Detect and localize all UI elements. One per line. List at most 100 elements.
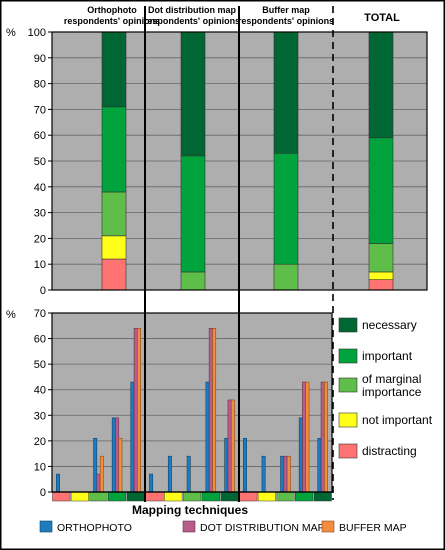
stacked-segment (368, 271, 394, 280)
column-title: Orthophoto (87, 5, 137, 15)
bar (305, 381, 310, 493)
top-y-unit: % (6, 27, 16, 39)
bar (115, 417, 120, 493)
bar (243, 437, 247, 493)
top-tick-label: 0 (40, 285, 46, 297)
legend-swatch (338, 348, 358, 364)
category-strip (126, 491, 145, 502)
top-tick-label: 100 (28, 27, 46, 39)
bottom-y-unit: % (6, 309, 16, 321)
stacked-segment (180, 271, 206, 291)
bar (286, 455, 291, 493)
top-tick-label: 20 (34, 233, 46, 245)
legend-swatch (338, 443, 358, 459)
series-swatch (321, 520, 335, 533)
bar (118, 437, 123, 493)
bottom-tick-label: 60 (34, 334, 46, 346)
bar (212, 328, 217, 493)
series-legend-label: DOT DISTRIBUTION MAP (200, 522, 325, 534)
stacked-segment (368, 243, 394, 273)
category-strip (70, 491, 89, 502)
stacked-segment (101, 258, 127, 291)
bar (280, 455, 285, 493)
bar (137, 328, 141, 493)
stacked-segment (101, 191, 127, 237)
stacked-segment (273, 263, 299, 291)
stacked-segment (273, 31, 299, 154)
column-title: Buffer map (262, 5, 310, 15)
category-strip (52, 491, 71, 502)
stacked-segment (101, 31, 127, 108)
top-tick-label: 80 (34, 79, 46, 91)
bar (208, 328, 213, 493)
bar (186, 455, 191, 493)
bar (317, 437, 322, 493)
top-tick-label: 70 (34, 104, 46, 116)
category-strip (89, 491, 108, 502)
stacked-segment (180, 31, 206, 157)
bar (96, 473, 101, 493)
bar (93, 437, 98, 493)
top-tick-label: 10 (34, 259, 46, 271)
category-strip (145, 491, 164, 502)
top-tick-label: 30 (34, 208, 46, 220)
stacked-segment (101, 235, 127, 260)
bottom-tick-label: 30 (34, 410, 46, 422)
legend-label: not important (362, 413, 433, 427)
category-strip (239, 491, 258, 502)
bar (130, 381, 135, 493)
column-title: respondents' opinions (64, 16, 160, 26)
column-title: TOTAL (364, 12, 400, 24)
legend-label: important (362, 349, 413, 363)
bar (149, 473, 154, 493)
bar (111, 417, 116, 493)
stacked-segment (368, 279, 394, 291)
legend-label: of marginal importance (362, 372, 422, 399)
top-tick-label: 60 (34, 130, 46, 142)
bottom-tick-label: 20 (34, 436, 46, 448)
x-axis-title: Mapping techniques (132, 503, 248, 517)
series-swatch (39, 520, 53, 533)
series-swatch (182, 520, 196, 533)
top-tick-label: 40 (34, 182, 46, 194)
stacked-segment (101, 106, 127, 193)
bar (283, 455, 288, 493)
bar (324, 381, 328, 493)
bottom-tick-label: 70 (34, 308, 46, 320)
bottom-tick-label: 50 (34, 359, 46, 371)
bottom-tick-label: 40 (34, 385, 46, 397)
category-strip (295, 491, 314, 502)
legend-swatch (338, 412, 358, 428)
category-strip (164, 491, 183, 502)
category-strip (276, 491, 295, 502)
top-tick-label: 50 (34, 156, 46, 168)
bar (261, 455, 266, 493)
top-tick-label: 90 (34, 53, 46, 65)
bar (227, 399, 232, 493)
bar (205, 381, 210, 493)
category-strip (220, 491, 239, 502)
stacked-segment (368, 31, 394, 139)
bar (133, 328, 138, 493)
stacked-segment (180, 155, 206, 273)
bar (298, 417, 303, 493)
legend-label: distracting (362, 444, 417, 458)
legend-swatch (338, 317, 358, 333)
category-strip (108, 491, 127, 502)
bar (320, 381, 325, 493)
category-strip (182, 491, 202, 502)
bar (230, 399, 235, 493)
bottom-tick-label: 0 (40, 487, 46, 499)
bar (302, 381, 307, 493)
series-legend-label: ORTHOPHOTO (57, 522, 132, 534)
bar (167, 455, 172, 493)
legend-label: necessary (362, 318, 417, 332)
category-strip (313, 491, 332, 502)
bar (56, 473, 60, 493)
column-title: respondents' opinions (144, 16, 240, 26)
bar (99, 455, 104, 493)
column-title: Dot distribution map (148, 5, 236, 15)
legend-swatch (338, 377, 358, 393)
category-strip (201, 491, 220, 502)
